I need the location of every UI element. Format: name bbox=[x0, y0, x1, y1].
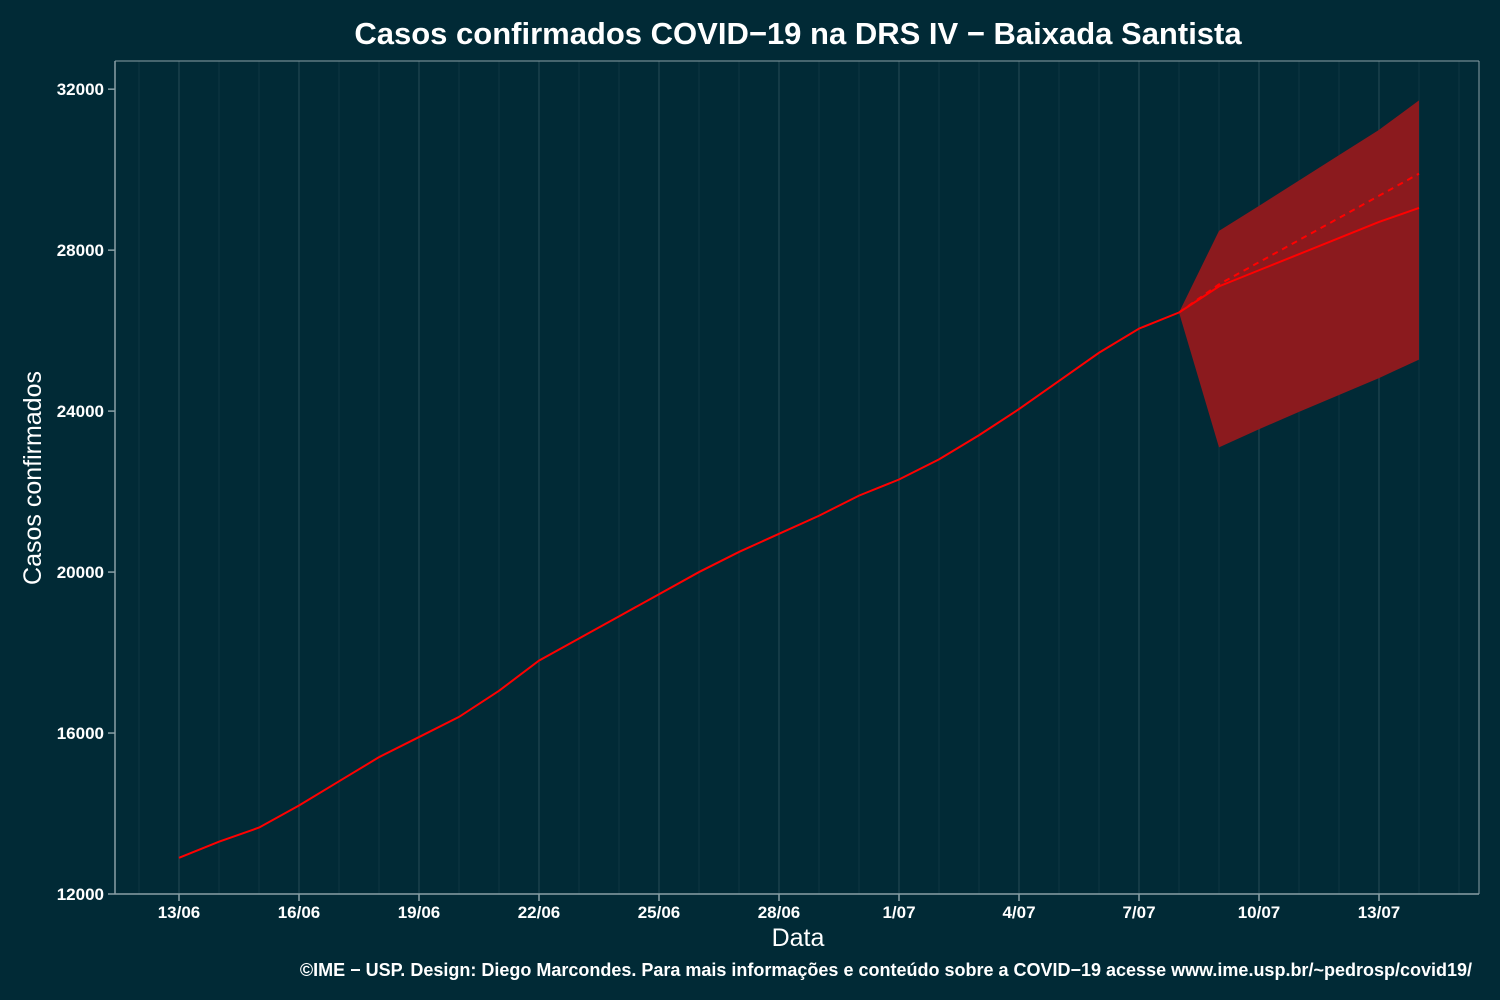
x-axis-ticks: 13/06 16/06 19/06 22/06 25/06 28/06 1/07 4/07 7/… bbox=[158, 894, 1401, 922]
x-tick-label: 10/07 bbox=[1238, 903, 1281, 922]
y-tick-label: 20000 bbox=[57, 563, 104, 582]
forecast-trend-dashed-line bbox=[1178, 172, 1420, 314]
x-tick-label: 25/06 bbox=[638, 903, 681, 922]
caption-credits: ©IME − USP. Design: Diego Marcondes. Par… bbox=[300, 960, 1472, 980]
x-tick-label: 1/07 bbox=[882, 903, 915, 922]
y-axis-ticks: 12000 16000 20000 24000 28000 32000 bbox=[57, 80, 115, 904]
y-tick-label: 32000 bbox=[57, 80, 104, 99]
y-tick-label: 24000 bbox=[57, 402, 104, 421]
x-tick-label: 28/06 bbox=[758, 903, 801, 922]
grid-lines bbox=[138, 61, 1460, 894]
x-tick-label: 13/06 bbox=[158, 903, 201, 922]
y-tick-label: 16000 bbox=[57, 724, 104, 743]
y-axis-title: Casos confirmados bbox=[19, 371, 47, 585]
forecast-confidence-band bbox=[1179, 100, 1419, 448]
x-tick-label: 19/06 bbox=[398, 903, 441, 922]
y-tick-label: 28000 bbox=[57, 241, 104, 260]
x-axis-title: Data bbox=[772, 924, 825, 952]
x-tick-label: 4/07 bbox=[1002, 903, 1035, 922]
observed-cases-line bbox=[178, 311, 1180, 859]
x-tick-label: 16/06 bbox=[278, 903, 321, 922]
x-tick-label: 13/07 bbox=[1358, 903, 1401, 922]
chart-title: Casos confirmados COVID−19 na DRS IV − B… bbox=[354, 16, 1242, 51]
y-tick-label: 12000 bbox=[57, 885, 104, 904]
x-tick-label: 22/06 bbox=[518, 903, 561, 922]
forecast-mean-line bbox=[1178, 206, 1420, 314]
x-tick-label: 7/07 bbox=[1122, 903, 1155, 922]
axes bbox=[114, 60, 1480, 895]
